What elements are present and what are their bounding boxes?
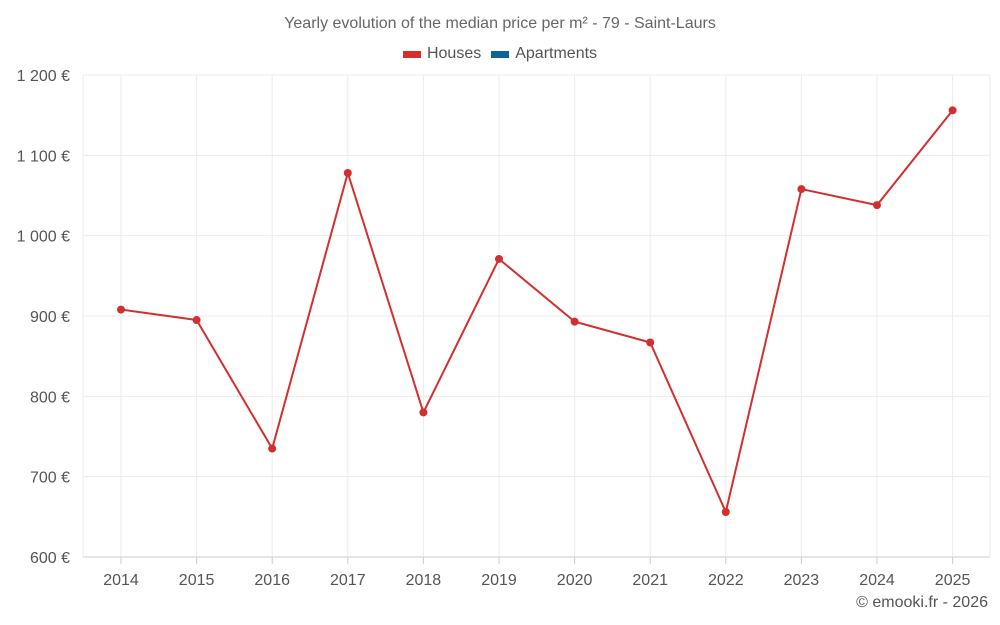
legend-label-apartments: Apartments [515, 45, 598, 62]
x-tick-label: 2022 [708, 572, 744, 589]
data-point-houses [268, 444, 277, 453]
y-tick-label: 600 € [30, 550, 70, 567]
axes: 600 € 700 € 800 € 900 € 1 000 € 1 100 € 1 200 … [17, 68, 971, 589]
legend-item-houses[interactable]: Houses [402, 45, 482, 63]
y-tick-label: 800 € [30, 389, 70, 406]
x-tick-label: 2016 [254, 572, 290, 589]
legend-swatch-houses [402, 50, 421, 58]
x-tick-label: 2025 [935, 572, 971, 589]
data-point-houses [873, 201, 881, 210]
data-point-houses [646, 338, 655, 347]
data-point-houses [192, 316, 201, 325]
x-tick-label: 2014 [103, 572, 139, 589]
grid [82, 74, 991, 558]
x-tick-label: 2019 [481, 572, 517, 589]
legend: Houses Apartments [0, 45, 1000, 63]
data-point-houses [419, 408, 428, 417]
legend-label-houses: Houses [426, 45, 482, 62]
data-point-houses [797, 185, 806, 194]
y-tick-label: 1 000 € [17, 229, 70, 246]
legend-item-apartments[interactable]: Apartments [491, 45, 597, 63]
data-point-houses [570, 317, 579, 326]
data-point-houses [495, 254, 503, 263]
y-tick-label: 1 200 € [17, 68, 70, 85]
data-point-houses [343, 169, 352, 178]
x-tick-label: 2023 [784, 572, 820, 589]
y-tick-label: 700 € [30, 470, 70, 487]
x-tick-label: 2024 [859, 572, 895, 589]
copyright-text: © emooki.fr - 2026 [856, 594, 988, 611]
chart-title: Yearly evolution of the median price per… [284, 15, 716, 32]
data-point-houses [117, 305, 125, 314]
x-tick-label: 2018 [406, 572, 442, 589]
data-point-houses [948, 106, 957, 115]
x-tick-label: 2021 [632, 572, 668, 589]
x-tick-label: 2020 [557, 572, 593, 589]
series [117, 106, 957, 517]
x-tick-label: 2017 [330, 572, 366, 589]
legend-swatch-apartments [491, 50, 510, 58]
series-line-houses [120, 109, 954, 514]
x-tick-label: 2015 [179, 572, 215, 589]
y-tick-label: 900 € [30, 309, 70, 326]
y-tick-label: 1 100 € [17, 148, 70, 165]
data-point-houses [721, 508, 730, 517]
